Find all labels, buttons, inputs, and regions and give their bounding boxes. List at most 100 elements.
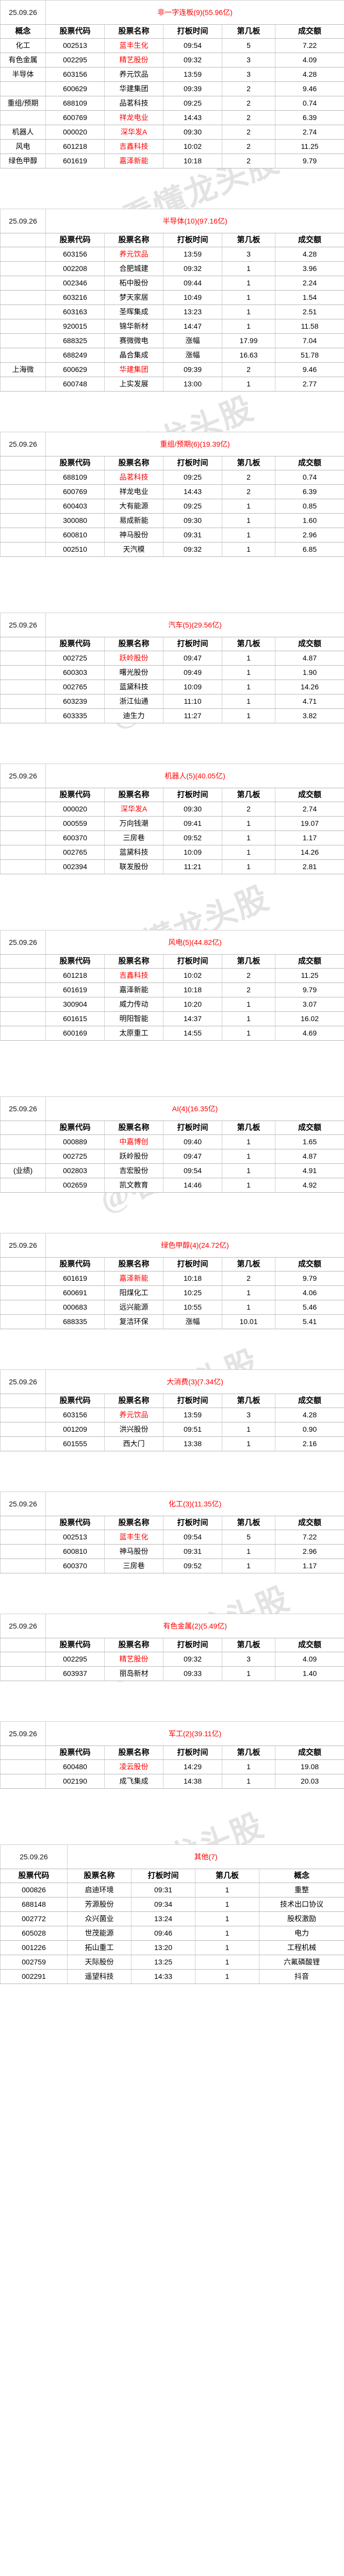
table-row[interactable]: 000020 深华发A 09:30 2 2.74 (0, 802, 344, 817)
table-row[interactable]: 601619 嘉泽新能 10:18 2 9.79 (0, 1271, 344, 1286)
table-row[interactable]: 002725 跃岭股份 09:47 1 4.87 (0, 1149, 344, 1164)
column-header-concept (0, 637, 46, 651)
table-row[interactable]: 002208 合肥城建 09:32 1 3.96 (0, 261, 344, 276)
table-row[interactable]: 化工 002513 蓝丰生化 09:54 5 7.22 (0, 38, 344, 53)
table-row[interactable]: 603156 养元饮品 13:59 3 4.28 (0, 1408, 344, 1422)
cell-time: 10:25 (163, 1285, 222, 1300)
table-row[interactable]: 601218 吉鑫科技 10:02 2 11.25 (0, 968, 344, 983)
table-row[interactable]: 300080 易成新能 09:30 1 1.60 (0, 513, 344, 528)
cell-amount: 9.46 (275, 362, 344, 377)
table-row[interactable]: 000683 远兴能源 10:55 1 5.46 (0, 1300, 344, 1315)
table-row[interactable]: 重组/预期 688109 品茗科技 09:25 2 0.74 (0, 96, 344, 111)
table-row[interactable]: 上海微 600629 华建集团 09:39 2 9.46 (0, 362, 344, 377)
cell-concept (0, 1149, 46, 1164)
section-title-row: 25.09.26 非一字连板(9)(55.96亿) (0, 0, 344, 25)
table-row[interactable]: 600769 祥龙电业 14:43 2 6.39 (0, 110, 344, 125)
table-row[interactable]: 600748 上实发展 13:00 1 2.77 (0, 377, 344, 392)
table-row[interactable]: 600810 神马股份 09:31 1 2.96 (0, 528, 344, 543)
table-row[interactable]: 600403 大有能源 09:25 1 0.85 (0, 499, 344, 514)
table-row[interactable]: 603216 梦天家居 10:49 1 1.54 (0, 290, 344, 305)
table-row[interactable]: 603937 丽岛新材 09:33 1 1.40 (0, 1666, 344, 1681)
cell-concept: 半导体 (0, 67, 46, 82)
table-row[interactable]: (业绩) 002803 吉宏股份 09:54 1 4.91 (0, 1163, 344, 1178)
table-row[interactable]: 机器人 000020 深华发A 09:30 2 2.74 (0, 125, 344, 140)
cell-name: 嘉泽新能 (104, 1271, 163, 1286)
table-row[interactable]: 000889 中嘉博创 09:40 1 1.65 (0, 1134, 344, 1149)
cell-time: 09:49 (163, 665, 222, 680)
table-row[interactable]: 688148 芳源股份 09:34 1 技术出口协议 (0, 1897, 344, 1912)
table-row[interactable]: 600370 三房巷 09:52 1 1.17 (0, 1558, 344, 1573)
table-row[interactable]: 002659 凯文教育 14:46 1 4.92 (0, 1178, 344, 1193)
table-row[interactable]: 半导体 603156 养元饮品 13:59 3 4.28 (0, 67, 344, 82)
table-row[interactable]: 688325 赛微微电 涨幅 17.99 7.04 (0, 333, 344, 348)
cell-concept (0, 304, 46, 319)
table-row[interactable]: 000559 万向钱潮 09:41 1 19.07 (0, 816, 344, 831)
section-title-row: 25.09.26 大消费(3)(7.34亿) (0, 1369, 344, 1394)
table-row[interactable]: 603163 圣晖集成 13:23 1 2.51 (0, 304, 344, 319)
table-row[interactable]: 605028 世茂能源 09:46 1 电力 (0, 1926, 344, 1941)
cell-concept (0, 290, 46, 305)
table-row[interactable]: 002759 天际股份 13:25 1 六氟磷酸锂 (0, 1955, 344, 1970)
table-row[interactable]: 688249 晶合集成 涨幅 16.63 51.78 (0, 348, 344, 363)
cell-code: 300904 (45, 997, 105, 1012)
section-date: 25.09.26 (0, 1844, 68, 1869)
table-row[interactable]: 603239 浙江仙通 11:10 1 4.71 (0, 694, 344, 709)
cell-boards: 1 (222, 1163, 275, 1178)
cell-name: 华建集团 (104, 81, 163, 96)
column-header-amount: 成交额 (275, 233, 344, 247)
cell-code: 688325 (45, 333, 105, 348)
table-row[interactable]: 600303 曙光股份 09:49 1 1.90 (0, 665, 344, 680)
table-row[interactable]: 001209 洪兴股份 09:51 1 0.90 (0, 1422, 344, 1437)
table-row[interactable]: 601555 西大门 13:38 1 2.16 (0, 1436, 344, 1451)
cell-time: 10:02 (163, 139, 222, 154)
cell-code: 000889 (45, 1134, 105, 1149)
cell-code: 601619 (45, 1271, 105, 1286)
table-row[interactable]: 603335 迪生力 11:27 1 3.82 (0, 708, 344, 723)
section-date: 25.09.26 (0, 209, 46, 233)
table-row[interactable]: 600769 祥龙电业 14:43 2 6.39 (0, 484, 344, 499)
table-row[interactable]: 002510 天汽模 09:32 1 6.85 (0, 542, 344, 557)
table-row[interactable]: 688109 品茗科技 09:25 2 0.74 (0, 470, 344, 485)
table-header-row: 股票代码 股票名称 打板时间 第几板 成交额 (0, 1745, 344, 1760)
table-row[interactable]: 688335 复洁环保 涨幅 10.01 5.41 (0, 1314, 344, 1329)
table-row[interactable]: 603156 养元饮品 13:59 3 4.28 (0, 247, 344, 262)
table-row[interactable]: 有色金属 002295 精艺股份 09:32 3 4.09 (0, 53, 344, 67)
table-row[interactable]: 002291 遥望科技 14:33 1 抖音 (0, 1969, 344, 1984)
table-row[interactable]: 002513 蓝丰生化 09:54 5 7.22 (0, 1530, 344, 1545)
cell-name: 拓山重工 (67, 1940, 132, 1955)
table-row[interactable]: 002725 跃岭股份 09:47 1 4.87 (0, 651, 344, 666)
section-title: 风电(5)(44.82亿) (45, 930, 344, 955)
table-row[interactable]: 001226 拓山重工 13:20 1 工程机械 (0, 1940, 344, 1955)
column-header-boards: 第几板 (222, 637, 275, 651)
table-row[interactable]: 920015 锦华新材 14:47 1 11.58 (0, 319, 344, 334)
table-row[interactable]: 002295 精艺股份 09:32 3 4.09 (0, 1652, 344, 1667)
table-row[interactable]: 002346 柘中股份 09:44 1 2.24 (0, 276, 344, 291)
table-row[interactable]: 002394 联发股份 11:21 1 2.81 (0, 859, 344, 874)
table-header-row: 股票代码 股票名称 打板时间 第几板 成交额 (0, 954, 344, 969)
table-row[interactable]: 绿色甲醇 601619 嘉泽新能 10:18 2 9.79 (0, 154, 344, 168)
table-row[interactable]: 002772 众兴菌业 13:24 1 股权激励 (0, 1911, 344, 1926)
cell-amount: 1.40 (274, 1666, 344, 1681)
table-row[interactable]: 002765 蓝黛科技 10:09 1 14.26 (0, 845, 344, 860)
table-row[interactable]: 600810 神马股份 09:31 1 2.96 (0, 1544, 344, 1559)
section-title-row: 25.09.26 军工(2)(39.11亿) (0, 1721, 344, 1746)
section-12: 25.09.26 军工(2)(39.11亿) 股票代码 股票名称 打板时间 第几板 成交额 6… (0, 1721, 344, 1789)
cell-code: 002208 (45, 261, 105, 276)
table-row[interactable]: 600480 凌云股份 14:29 1 19.08 (0, 1759, 344, 1774)
section-spacer (0, 723, 344, 764)
table-row[interactable]: 600691 阳煤化工 10:25 1 4.06 (0, 1285, 344, 1300)
table-header-row: 股票代码 股票名称 打板时间 第几板 成交额 (0, 456, 344, 470)
table-row[interactable]: 002190 成飞集成 14:38 1 20.03 (0, 1774, 344, 1789)
table-row[interactable]: 风电 601218 吉鑫科技 10:02 2 11.25 (0, 139, 344, 154)
column-header-amount: 成交额 (274, 1745, 344, 1760)
column-header-concept (0, 233, 46, 247)
cell-time: 10:18 (163, 982, 222, 997)
table-row[interactable]: 601619 嘉泽新能 10:18 2 9.79 (0, 982, 344, 997)
table-row[interactable]: 000826 启迪环境 09:31 1 重整 (0, 1883, 344, 1897)
table-row[interactable]: 300904 威力传动 10:20 1 3.07 (0, 997, 344, 1012)
table-row[interactable]: 600370 三房巷 09:52 1 1.17 (0, 831, 344, 845)
table-row[interactable]: 600169 太原重工 14:55 1 4.69 (0, 1026, 344, 1041)
table-row[interactable]: 601615 明阳智能 14:37 1 16.02 (0, 1011, 344, 1026)
table-row[interactable]: 002765 蓝黛科技 10:09 1 14.26 (0, 680, 344, 694)
table-row[interactable]: 600629 华建集团 09:39 2 9.46 (0, 81, 344, 96)
